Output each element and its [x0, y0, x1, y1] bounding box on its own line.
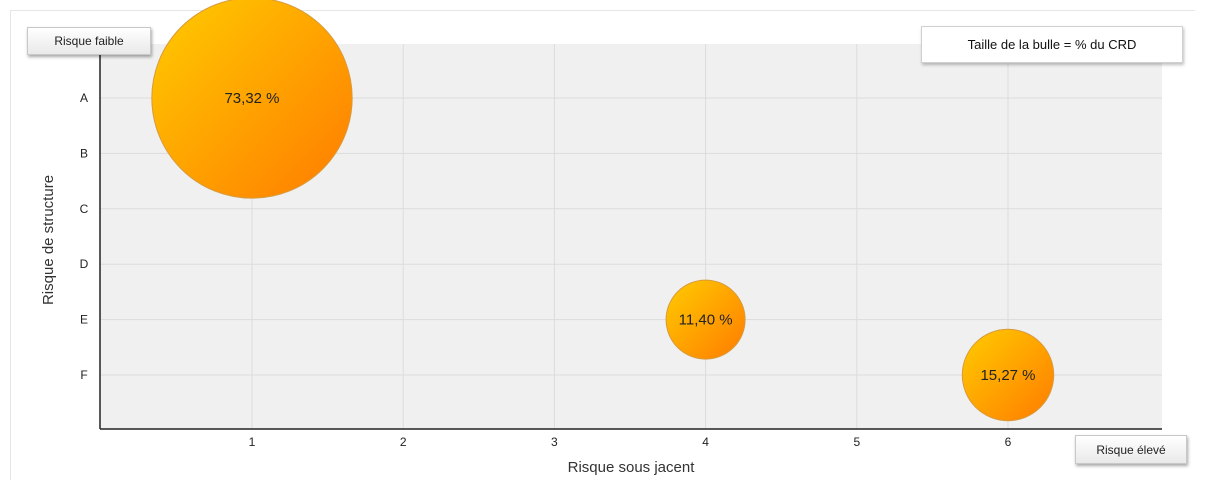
- bubble-label: 11,40 %: [679, 312, 733, 329]
- chart-frame: [10, 10, 1195, 480]
- x-axis-title: Risque sous jacent: [568, 459, 696, 476]
- y-tick-label: C: [80, 202, 89, 216]
- y-axis-title: Risque de structure: [40, 175, 57, 305]
- bubbles: 73,32 % 11,40 % 15,27 %: [151, 0, 1055, 422]
- bubble-label: 15,27 %: [980, 367, 1035, 384]
- x-tick-label: 3: [551, 435, 558, 449]
- y-tick-label: B: [80, 146, 88, 160]
- x-tick-label: 2: [400, 435, 407, 449]
- y-tick-label: A: [80, 91, 88, 105]
- x-tick-label: 5: [853, 435, 860, 449]
- risk-high-button[interactable]: Risque élevé: [1075, 435, 1187, 464]
- bubble[interactable]: [151, 0, 353, 199]
- axes: [99, 44, 1162, 430]
- risk-low-button[interactable]: Risque faible: [27, 27, 151, 55]
- x-tick-label: 4: [702, 435, 709, 449]
- x-tick-label: 1: [249, 435, 256, 449]
- tick-labels: 1 2 3 4 5 6 A B C D E F: [80, 91, 1012, 449]
- bubble-size-legend: Taille de la bulle = % du CRD: [921, 26, 1183, 63]
- y-tick-label: D: [80, 257, 89, 271]
- x-tick-label: 6: [1005, 435, 1012, 449]
- bubble[interactable]: [961, 328, 1055, 422]
- bubble[interactable]: [665, 279, 746, 360]
- y-tick-label: F: [80, 368, 87, 382]
- y-tick-label: E: [80, 313, 88, 327]
- bubble-label: 73,32 %: [224, 90, 279, 107]
